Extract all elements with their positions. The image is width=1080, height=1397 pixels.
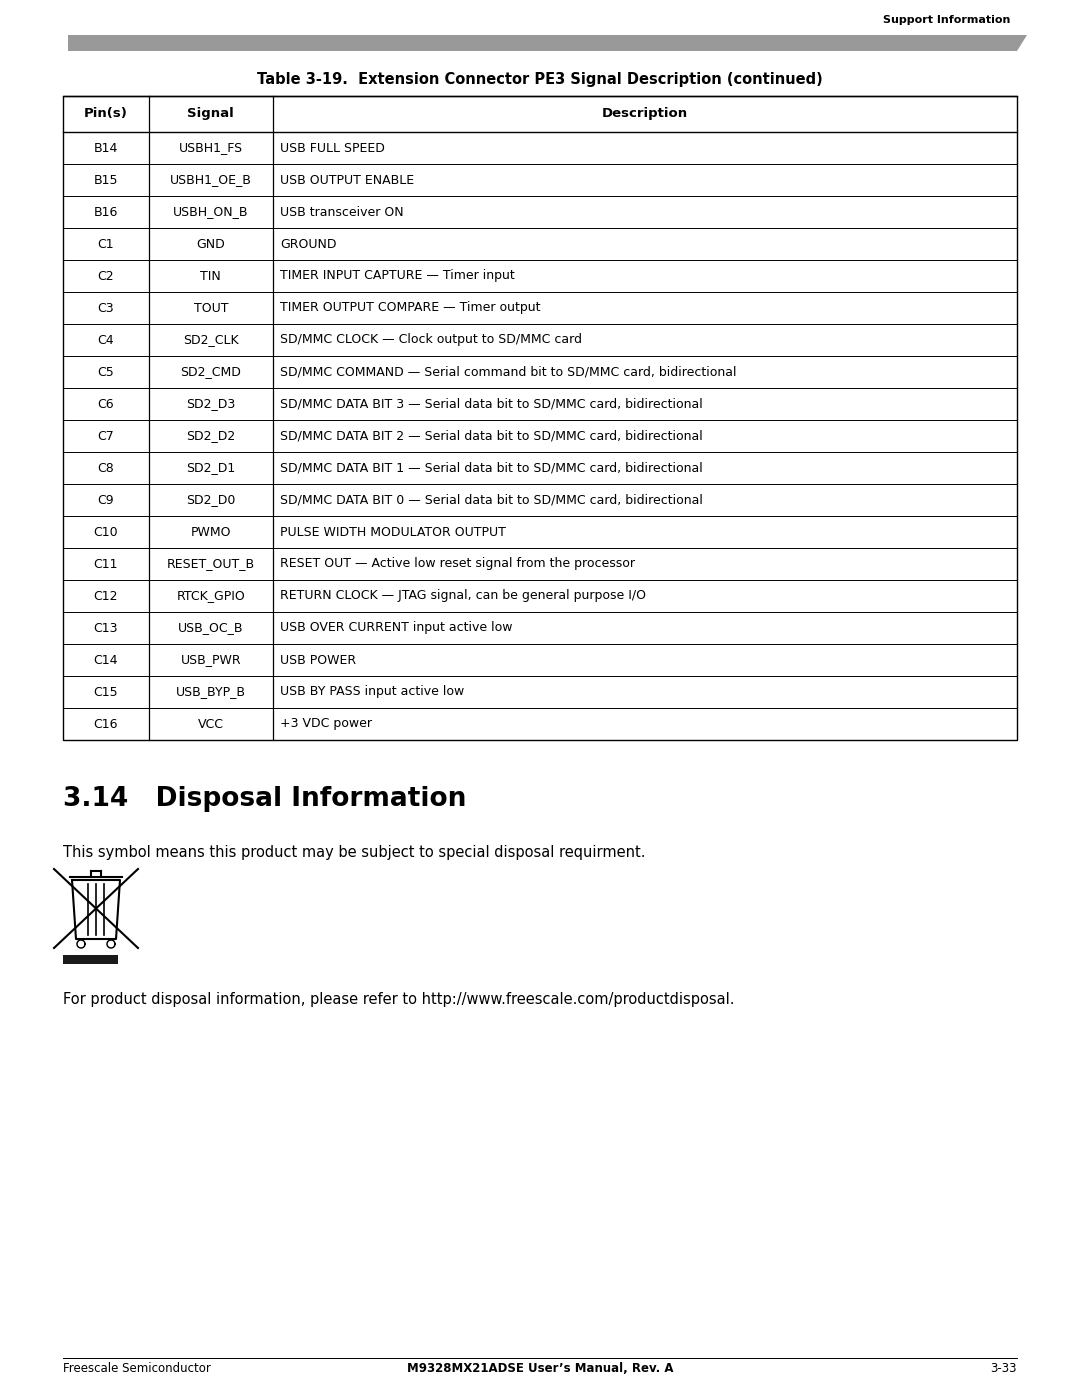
Text: TOUT: TOUT (193, 302, 228, 314)
Text: SD2_D3: SD2_D3 (186, 398, 235, 411)
Text: +3 VDC power: +3 VDC power (280, 718, 372, 731)
Text: M9328MX21ADSE User’s Manual, Rev. A: M9328MX21ADSE User’s Manual, Rev. A (407, 1362, 673, 1375)
Text: RETURN CLOCK — JTAG signal, can be general purpose I/O: RETURN CLOCK — JTAG signal, can be gener… (280, 590, 646, 602)
Text: USB FULL SPEED: USB FULL SPEED (280, 141, 384, 155)
Text: TIN: TIN (201, 270, 221, 282)
Polygon shape (68, 35, 1027, 52)
Text: RTCK_GPIO: RTCK_GPIO (176, 590, 245, 602)
Text: Table 3-19.  Extension Connector PE3 Signal Description (continued): Table 3-19. Extension Connector PE3 Sign… (257, 73, 823, 87)
Text: C8: C8 (97, 461, 114, 475)
Text: RESET OUT — Active low reset signal from the processor: RESET OUT — Active low reset signal from… (280, 557, 635, 570)
Text: SD/MMC DATA BIT 0 — Serial data bit to SD/MMC card, bidirectional: SD/MMC DATA BIT 0 — Serial data bit to S… (280, 493, 703, 507)
Text: Pin(s): Pin(s) (84, 108, 127, 120)
Bar (63, 956, 118, 964)
Text: Freescale Semiconductor: Freescale Semiconductor (63, 1362, 211, 1375)
Text: SD/MMC DATA BIT 2 — Serial data bit to SD/MMC card, bidirectional: SD/MMC DATA BIT 2 — Serial data bit to S… (280, 429, 703, 443)
Text: USBH1_FS: USBH1_FS (179, 141, 243, 155)
Text: C9: C9 (97, 493, 114, 507)
Text: SD2_D1: SD2_D1 (186, 461, 235, 475)
Text: Support Information: Support Information (882, 15, 1010, 25)
Text: USB POWER: USB POWER (280, 654, 356, 666)
Text: 3-33: 3-33 (990, 1362, 1017, 1375)
Text: USBH_ON_B: USBH_ON_B (173, 205, 248, 218)
Text: B14: B14 (94, 141, 118, 155)
Text: SD2_D0: SD2_D0 (186, 493, 235, 507)
Text: C6: C6 (97, 398, 114, 411)
Text: TIMER INPUT CAPTURE — Timer input: TIMER INPUT CAPTURE — Timer input (280, 270, 515, 282)
Text: Signal: Signal (188, 108, 234, 120)
Text: 3.14   Disposal Information: 3.14 Disposal Information (63, 787, 467, 812)
Text: B16: B16 (94, 205, 118, 218)
Text: SD/MMC COMMAND — Serial command bit to SD/MMC card, bidirectional: SD/MMC COMMAND — Serial command bit to S… (280, 366, 737, 379)
Text: This symbol means this product may be subject to special disposal requirment.: This symbol means this product may be su… (63, 845, 646, 861)
Text: USBH1_OE_B: USBH1_OE_B (170, 173, 252, 187)
Text: USB_PWR: USB_PWR (180, 654, 241, 666)
Text: Description: Description (602, 108, 688, 120)
Text: C3: C3 (97, 302, 114, 314)
Text: USB_OC_B: USB_OC_B (178, 622, 244, 634)
Text: SD2_D2: SD2_D2 (186, 429, 235, 443)
Text: USB_BYP_B: USB_BYP_B (176, 686, 246, 698)
Text: SD2_CMD: SD2_CMD (180, 366, 241, 379)
Text: C15: C15 (94, 686, 118, 698)
Text: C11: C11 (94, 557, 118, 570)
Text: C1: C1 (97, 237, 114, 250)
Text: SD/MMC DATA BIT 3 — Serial data bit to SD/MMC card, bidirectional: SD/MMC DATA BIT 3 — Serial data bit to S… (280, 398, 703, 411)
Text: C2: C2 (97, 270, 114, 282)
Text: TIMER OUTPUT COMPARE — Timer output: TIMER OUTPUT COMPARE — Timer output (280, 302, 540, 314)
Text: GROUND: GROUND (280, 237, 336, 250)
Text: For product disposal information, please refer to http://www.freescale.com/produ: For product disposal information, please… (63, 992, 734, 1007)
Text: USB transceiver ON: USB transceiver ON (280, 205, 404, 218)
Text: C12: C12 (94, 590, 118, 602)
Text: USB BY PASS input active low: USB BY PASS input active low (280, 686, 464, 698)
Text: C13: C13 (94, 622, 118, 634)
Text: B15: B15 (94, 173, 118, 187)
Bar (63, 96, 1017, 740)
Text: C16: C16 (94, 718, 118, 731)
Text: C4: C4 (97, 334, 114, 346)
Text: SD2_CLK: SD2_CLK (183, 334, 239, 346)
Text: C10: C10 (94, 525, 118, 538)
Text: PULSE WIDTH MODULATOR OUTPUT: PULSE WIDTH MODULATOR OUTPUT (280, 525, 505, 538)
Text: SD/MMC CLOCK — Clock output to SD/MMC card: SD/MMC CLOCK — Clock output to SD/MMC ca… (280, 334, 582, 346)
Text: RESET_OUT_B: RESET_OUT_B (166, 557, 255, 570)
Text: SD/MMC DATA BIT 1 — Serial data bit to SD/MMC card, bidirectional: SD/MMC DATA BIT 1 — Serial data bit to S… (280, 461, 703, 475)
Text: GND: GND (197, 237, 226, 250)
Text: USB OVER CURRENT input active low: USB OVER CURRENT input active low (280, 622, 512, 634)
Text: C14: C14 (94, 654, 118, 666)
Text: USB OUTPUT ENABLE: USB OUTPUT ENABLE (280, 173, 414, 187)
Text: C7: C7 (97, 429, 114, 443)
Text: C5: C5 (97, 366, 114, 379)
Text: PWMO: PWMO (191, 525, 231, 538)
Text: VCC: VCC (198, 718, 224, 731)
